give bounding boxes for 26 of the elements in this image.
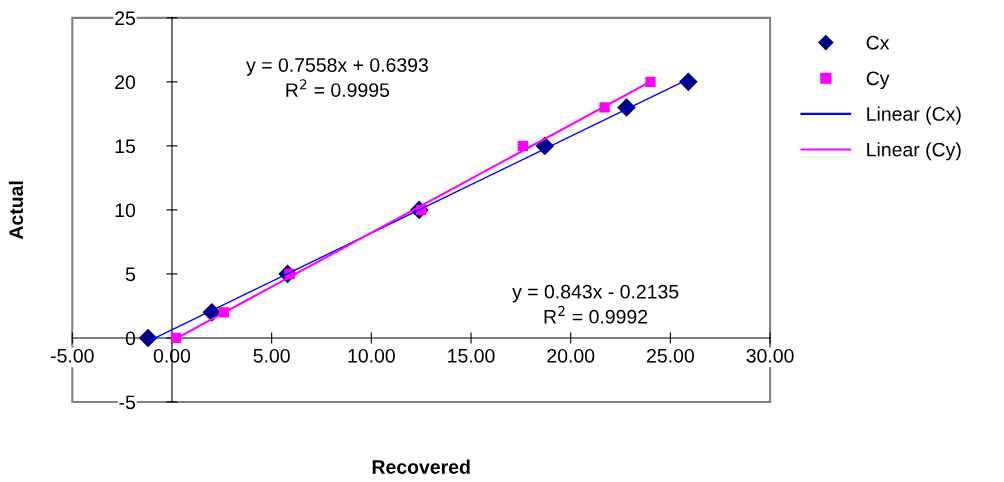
y-tick-label: 15 <box>115 139 136 154</box>
y-tick-label: 25 <box>115 11 136 26</box>
x-tick-label: 15.00 <box>448 348 495 363</box>
legend-label: Linear (Cy) <box>867 142 961 161</box>
point <box>599 102 610 113</box>
point <box>679 72 698 92</box>
y-tick-label: 10 <box>115 203 136 218</box>
y-tick-label: 5 <box>125 267 136 282</box>
legend-label: Cy <box>866 71 890 90</box>
x-tick-label: 25.00 <box>647 348 694 363</box>
x-tick-label: 10.00 <box>348 348 395 363</box>
x-axis-title: Recovered <box>372 459 470 474</box>
legend-label: Linear (Cx) <box>867 106 961 125</box>
x-tick-label: 5.00 <box>253 348 290 363</box>
annotation: y = 0.7558x + 0.6393 R$^{2}$ = 0.9995 <box>246 58 428 97</box>
point <box>138 328 158 348</box>
y-tick-label: 0 <box>125 331 136 346</box>
y-axis-title: Actual <box>8 181 24 240</box>
x-tick-label: 20.00 <box>547 348 595 363</box>
x-tick-label: 30.00 <box>746 348 794 363</box>
legend-label: Cx <box>866 35 890 50</box>
y-tick-label: -5 <box>119 395 136 410</box>
annotation: y = 0.843x - 0.2135 R$^{2}$ = 0.9992 <box>512 284 679 324</box>
y-tick-label: 20 <box>115 75 136 90</box>
x-tick-label: -5.00 <box>50 348 94 363</box>
point <box>645 76 656 88</box>
